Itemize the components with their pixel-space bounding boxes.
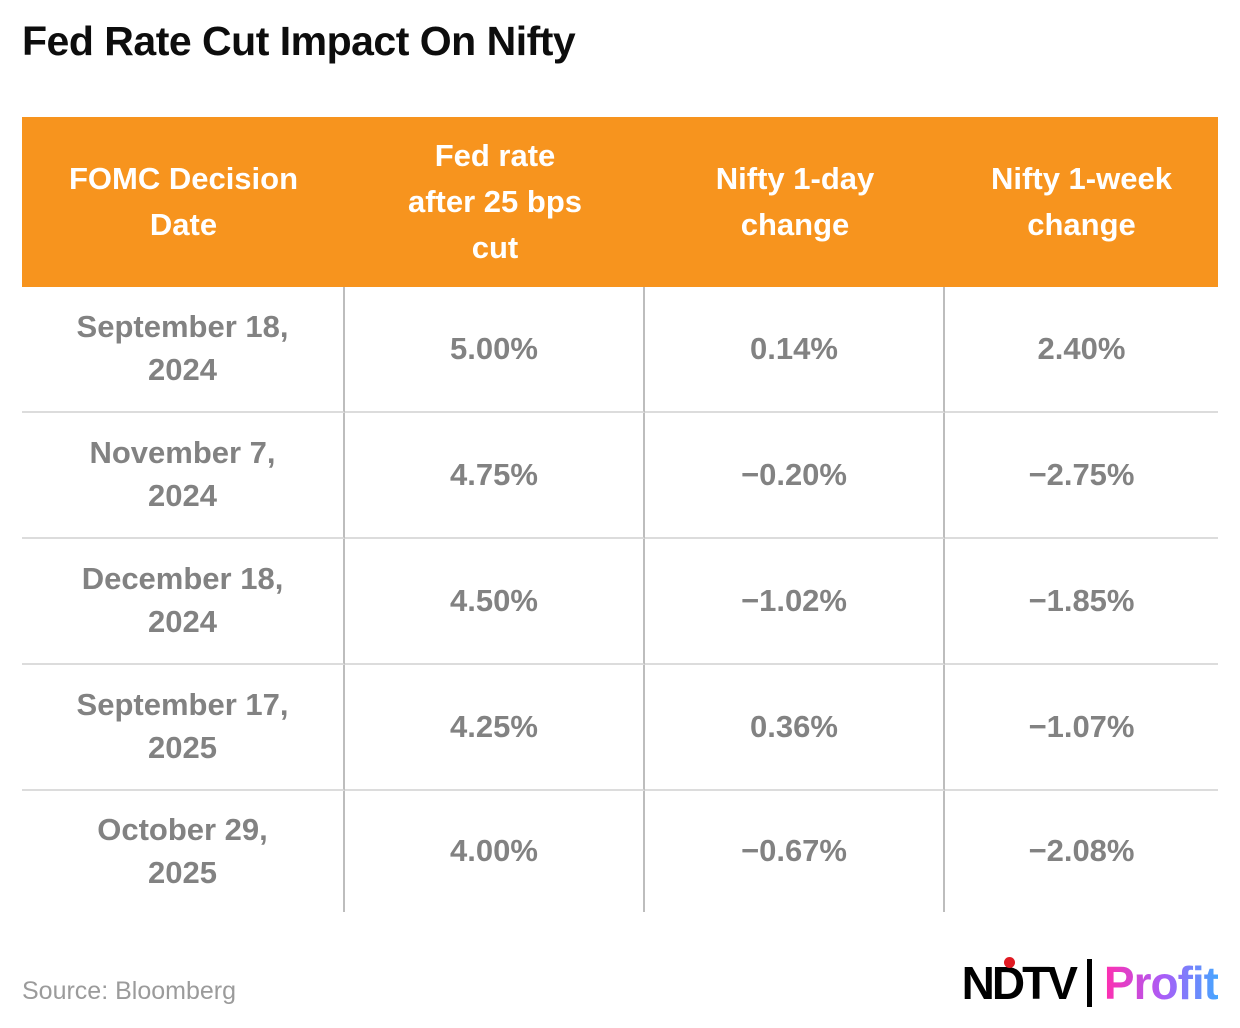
table-cell-date: November 7, 2024: [22, 413, 345, 539]
page-title: Fed Rate Cut Impact On Nifty: [22, 18, 576, 64]
logo-divider: [1086, 959, 1092, 1007]
column-header-nifty-1day: Nifty 1-day change: [715, 161, 875, 242]
table-cell-nifty-1week: −1.07%: [945, 665, 1218, 791]
fed-rate-nifty-table: FOMC Decision Date Fed rate after 25 bps…: [22, 117, 1218, 912]
table-row: September 17, 2025 4.25% 0.36% −1.07%: [22, 665, 1218, 791]
source-note: Source: Bloomberg: [22, 977, 237, 1005]
table-row: November 7, 2024 4.75% −0.20% −2.75%: [22, 413, 1218, 539]
table-row: October 29, 2025 4.00% −0.67% −2.08%: [22, 791, 1218, 912]
table-row: September 18, 2024 5.00% 0.14% 2.40%: [22, 287, 1218, 413]
table-cell-nifty-1day: 0.14%: [645, 287, 945, 413]
table-cell-fed-rate: 5.00%: [345, 287, 645, 413]
ndtv-text: NDTV: [961, 957, 1078, 1009]
table-cell-fed-rate: 4.75%: [345, 413, 645, 539]
column-header-nifty-1week: Nifty 1-week change: [991, 161, 1172, 242]
ndtv-profit-logo: NDTV Profit: [961, 956, 1219, 1010]
table-cell-fed-rate: 4.25%: [345, 665, 645, 791]
table-header-row: FOMC Decision Date Fed rate after 25 bps…: [22, 117, 1218, 287]
table-cell-nifty-1day: −0.20%: [645, 413, 945, 539]
table-cell-nifty-1week: −1.85%: [945, 539, 1218, 665]
table-cell-fed-rate: 4.50%: [345, 539, 645, 665]
ndtv-wordmark: NDTV: [961, 956, 1078, 1010]
table-cell-nifty-1week: −2.75%: [945, 413, 1218, 539]
column-header-fomc-date: FOMC Decision Date: [68, 161, 299, 242]
profit-wordmark: Profit: [1103, 957, 1219, 1009]
table-cell-fed-rate: 4.00%: [345, 791, 645, 912]
table-cell-nifty-1day: 0.36%: [645, 665, 945, 791]
column-header-fed-rate: Fed rate after 25 bps cut: [407, 138, 582, 265]
table-cell-date: September 18, 2024: [22, 287, 345, 413]
table-cell-nifty-1day: −0.67%: [645, 791, 945, 912]
table-cell-nifty-1week: −2.08%: [1028, 833, 1135, 869]
table-cell-date: December 18, 2024: [22, 539, 345, 665]
table-row: December 18, 2024 4.50% −1.02% −1.85%: [22, 539, 1218, 665]
table-cell-nifty-1day: −1.02%: [645, 539, 945, 665]
table-cell-date: October 29, 2025: [22, 791, 345, 912]
table-cell-nifty-1week: 2.40%: [945, 287, 1218, 413]
table-cell-date: September 17, 2025: [22, 665, 345, 791]
logo-dot-icon: [1003, 957, 1015, 968]
